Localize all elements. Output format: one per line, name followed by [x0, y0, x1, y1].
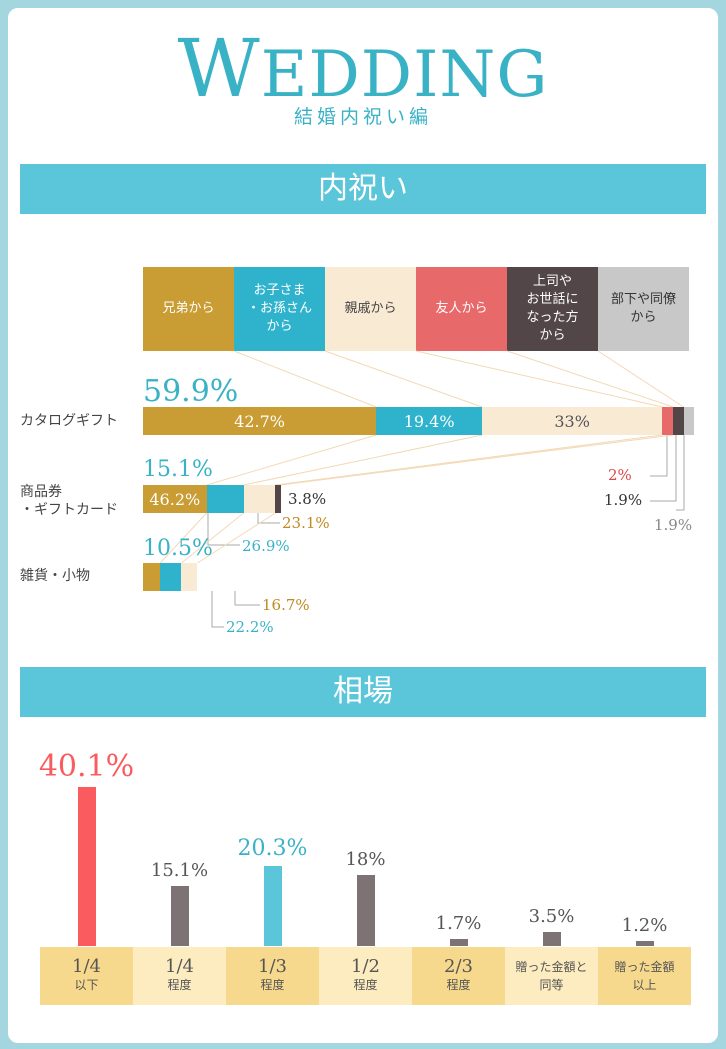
connector-line: [233, 350, 377, 408]
bar-segment: [673, 407, 684, 435]
legend-item: 親戚から: [325, 267, 416, 351]
bar-segment: [275, 485, 281, 513]
souba-category: 贈った金額 以上: [598, 947, 691, 1005]
row-label: 雑貨・小物: [20, 568, 90, 584]
souba-bar: [263, 865, 282, 946]
leader-line: [257, 513, 280, 524]
bar-segment: [206, 485, 244, 513]
connector-line: [324, 350, 483, 408]
souba-bar: [77, 787, 96, 946]
row-total: 59.9%: [143, 374, 239, 409]
segment-label: 16.7%: [262, 596, 310, 614]
bar-segment: [143, 563, 161, 591]
row-total: 10.5%: [143, 536, 213, 561]
leader-line: [211, 591, 224, 628]
segment-label: 26.9%: [242, 537, 290, 555]
page-title: WEDDING: [177, 22, 549, 115]
section-souba-header: 相場: [20, 667, 706, 717]
souba-value-label: 18%: [345, 848, 386, 870]
segment-label: 1.9%: [604, 491, 643, 509]
bar-segment: 46.2%: [143, 485, 207, 513]
connector-line: [506, 350, 674, 408]
row-label: カタログギフト: [20, 413, 118, 429]
connector-line: [275, 434, 663, 486]
souba-category: 1/4 程度: [133, 947, 226, 1005]
bar-segment: 19.4%: [376, 407, 483, 435]
legend-item: お子さま ・お孫さん から: [234, 267, 325, 351]
connector-line: [243, 434, 483, 486]
souba-category: 2/3 程度: [412, 947, 505, 1005]
row-label: 商品券 ・ギフトカード: [20, 484, 118, 518]
souba-value-label: 15.1%: [150, 860, 209, 882]
leader-line: [234, 591, 260, 606]
legend-item: 上司や お世話に なった方 から: [507, 267, 598, 351]
connector-line: [280, 434, 674, 486]
legend-item: 兄弟から: [143, 267, 234, 351]
legend-item: 友人から: [416, 267, 507, 351]
bar-segment: [662, 407, 674, 435]
leader-line: [650, 434, 677, 502]
souba-value-label: 3.5%: [528, 906, 575, 928]
souba-value-label: 1.7%: [435, 913, 482, 935]
souba-value-label: 1.2%: [621, 915, 668, 936]
souba-category: 1/3 程度: [226, 947, 319, 1005]
souba-category: 贈った金額と 同等: [505, 947, 598, 1005]
bar-segment: [243, 485, 276, 513]
row-total: 15.1%: [143, 457, 213, 482]
bar-segment: 33%: [482, 407, 663, 435]
souba-value-label: 20.3%: [237, 835, 308, 861]
segment-label: 3.8%: [288, 490, 327, 508]
bar-segment: 42.7%: [143, 407, 377, 435]
souba-bar: [542, 932, 561, 946]
souba-bar: [170, 886, 189, 946]
segment-label: 1.9%: [654, 516, 693, 534]
leader-line: [676, 434, 685, 511]
leader-line: [207, 513, 240, 546]
connector-line: [597, 350, 684, 408]
souba-category: 1/2 程度: [319, 947, 412, 1005]
leader-line: [650, 434, 668, 477]
souba-bar: [356, 874, 375, 946]
souba-category: 1/4 以下: [40, 947, 133, 1005]
segment-label: 2%: [608, 466, 632, 484]
souba-bar: [449, 939, 468, 946]
connector-line: [415, 350, 663, 408]
souba-value-label: 40.1%: [38, 749, 135, 784]
connector-line: [181, 512, 244, 564]
segment-label: 22.2%: [226, 618, 274, 636]
page-subtitle: 結婚内祝い編: [293, 106, 432, 128]
segment-label: 23.1%: [282, 514, 330, 532]
bar-segment: [160, 563, 182, 591]
souba-bar: [635, 941, 654, 946]
connector-line: [197, 512, 276, 564]
bar-segment: [181, 563, 198, 591]
bar-segment: [683, 407, 694, 435]
connector-line: [159, 512, 207, 564]
legend-item: 部下や同僚 から: [598, 267, 689, 351]
section-uchiiwai-header: 内祝い: [20, 164, 706, 214]
connector-line: [206, 434, 377, 486]
